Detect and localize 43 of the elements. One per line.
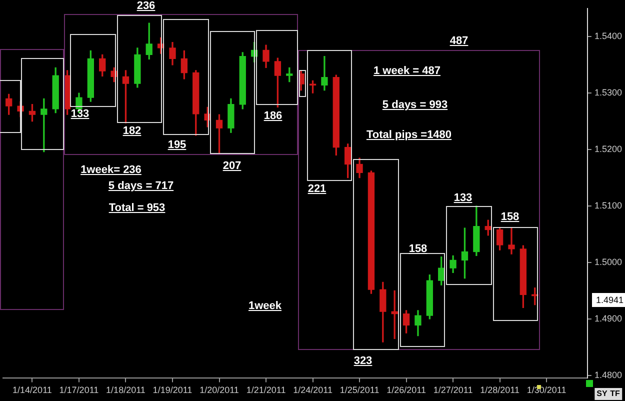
x-tick-label: 1/27/2011 <box>433 385 473 396</box>
text: 1.4941 <box>592 293 625 307</box>
annotation: 182 <box>122 125 142 137</box>
annotation: 236 <box>136 0 156 12</box>
x-tick-label: 1/17/2011 <box>59 385 99 396</box>
y-tick-label: 1.5400 <box>594 31 622 42</box>
x-tick-label: 1/28/2011 <box>480 385 520 396</box>
annotation: 158 <box>500 211 520 223</box>
y-tick-label: 1.5300 <box>594 88 622 98</box>
candlestick <box>508 228 515 254</box>
x-tick-label: 1/24/2011 <box>293 385 332 396</box>
x-tick-label: 1/25/2011 <box>340 385 380 396</box>
annotation: 1 week = 487 <box>374 65 440 77</box>
text: SY <box>594 388 610 400</box>
text: TF <box>608 388 622 400</box>
annotation: 221 <box>308 183 326 195</box>
y-tick-label: 1.4900 <box>594 313 622 324</box>
y-tick-label: 1.5200 <box>594 144 622 154</box>
x-tick-label: 1/19/2011 <box>152 385 192 396</box>
annotation: 1week <box>248 300 282 312</box>
annotation: 5 days = 717 <box>108 180 174 192</box>
annotation: Total pips =1480 <box>366 129 452 141</box>
annotation: 133 <box>454 192 472 204</box>
annotation: 487 <box>450 35 468 47</box>
annotation: 207 <box>222 160 242 172</box>
annotation: 186 <box>264 110 282 122</box>
annotation: 133 <box>70 108 90 120</box>
annotation: 158 <box>408 243 428 255</box>
x-tick-label: 1/30/2011 <box>526 385 566 396</box>
y-tick-label: 1.5100 <box>594 200 622 210</box>
x-tick-label: 1/20/2011 <box>200 385 239 396</box>
y-tick-label: 1.5000 <box>594 256 622 267</box>
annotation: 195 <box>168 139 186 151</box>
x-tick-label: 1/18/2011 <box>106 385 146 396</box>
annotation: Total = 953 <box>108 202 166 214</box>
annotation: 1week= 236 <box>80 164 142 176</box>
annotation: 5 days = 993 <box>382 99 448 111</box>
y-tick-label: 1.4800 <box>594 370 622 380</box>
candlestick <box>321 56 328 91</box>
x-tick-label: 1/21/2011 <box>246 385 286 396</box>
x-tick-label: 1/26/2011 <box>386 385 426 396</box>
x-tick-label: 1/14/2011 <box>12 385 52 396</box>
annotation: 323 <box>354 355 372 367</box>
